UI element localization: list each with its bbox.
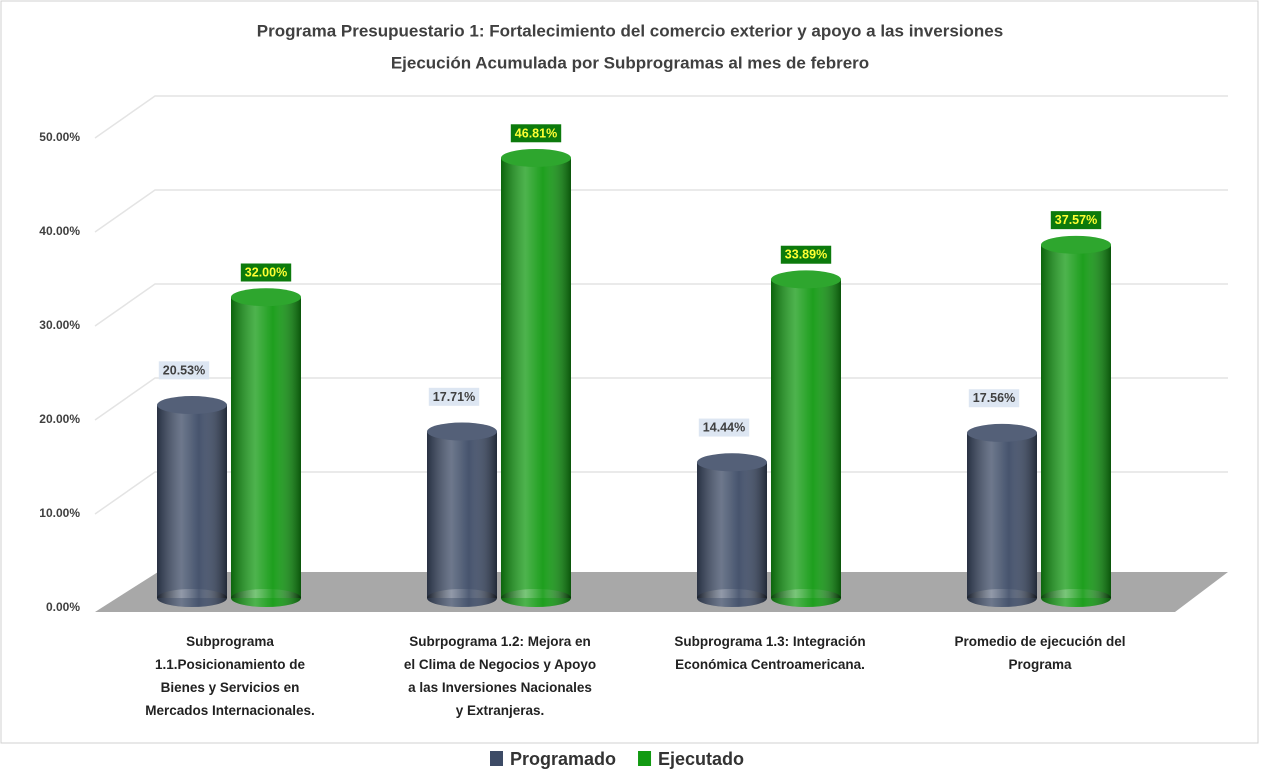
bar-top-shade xyxy=(771,270,841,289)
data-label: 46.81% xyxy=(515,126,557,140)
bar-base-shade xyxy=(771,589,841,607)
y-tick-label: 0.00% xyxy=(46,600,80,614)
x-tick-label: Subprograma 1.1.Posicionamiento de Bienes … xyxy=(145,634,315,718)
bar-shade xyxy=(427,431,497,598)
chart-title: Programa Presupuestario 1: Fortalecimien… xyxy=(257,21,1003,40)
data-label: 37.57% xyxy=(1055,213,1097,227)
data-label: 20.53% xyxy=(163,363,205,377)
bar-shade xyxy=(771,279,841,598)
grid-line xyxy=(94,471,1228,515)
bar-top xyxy=(231,288,301,307)
legend-label: Ejecutado xyxy=(658,749,744,769)
x-tick-label: Promedio de ejecución del Programa xyxy=(954,634,1125,672)
bar-top-shade xyxy=(501,148,571,167)
legend-label: Programado xyxy=(510,749,616,769)
data-label: 33.89% xyxy=(785,248,827,262)
bar-base-shade xyxy=(427,589,497,607)
grid-line xyxy=(94,283,1228,327)
data-label: 14.44% xyxy=(703,421,745,435)
bar-base-shade xyxy=(967,589,1037,607)
bar-top xyxy=(1041,235,1111,254)
y-tick-label: 20.00% xyxy=(39,412,80,426)
y-tick-label: 40.00% xyxy=(39,224,80,238)
bar-base-shade xyxy=(1041,589,1111,607)
y-tick-label: 30.00% xyxy=(39,318,80,332)
data-label-bg xyxy=(158,361,210,380)
bar-shade xyxy=(697,462,767,598)
data-label: 17.56% xyxy=(973,391,1015,405)
bar-top xyxy=(427,422,497,441)
data-label: 17.71% xyxy=(433,390,475,404)
bar-top xyxy=(967,423,1037,442)
bar-top xyxy=(501,148,571,167)
bar-top-shade xyxy=(157,396,227,415)
bar-shade xyxy=(231,297,301,598)
bar-base-shade xyxy=(231,589,301,607)
bar-base-shade xyxy=(501,589,571,607)
data-label-bg xyxy=(428,387,480,406)
x-tick-label: Subprograma 1.3: Integración Económica Ce… xyxy=(674,634,865,672)
grid-line xyxy=(94,377,1228,421)
y-tick-label: 50.00% xyxy=(39,130,80,144)
bar-top-shade xyxy=(697,453,767,472)
grid-line xyxy=(94,95,1228,139)
bar-top xyxy=(771,270,841,289)
bar-shade xyxy=(1041,244,1111,599)
data-label-bg xyxy=(968,389,1020,408)
bar-top-shade xyxy=(967,423,1037,442)
legend-swatch xyxy=(490,751,503,766)
bar-shade xyxy=(967,432,1037,598)
chart-subtitle: Ejecución Acumulada por Subprogramas al … xyxy=(391,53,869,72)
bar-base-shade xyxy=(697,589,767,607)
legend-swatch xyxy=(638,751,652,766)
data-label-bg xyxy=(698,418,750,437)
bar-top xyxy=(157,396,227,415)
bar-shade xyxy=(501,157,571,598)
floor xyxy=(95,572,1228,612)
grid-line xyxy=(94,189,1228,233)
bar-top-shade xyxy=(427,422,497,441)
data-label-bg xyxy=(510,124,562,143)
data-label-bg xyxy=(1050,211,1102,230)
bar-top-shade xyxy=(1041,235,1111,254)
bar-top-shade xyxy=(231,288,301,307)
bar-base-shade xyxy=(157,589,227,607)
y-tick-label: 10.00% xyxy=(39,506,80,520)
x-tick-label: Subrpograma 1.2: Mejora en el Clima de Ne… xyxy=(404,634,596,718)
bar-top xyxy=(697,453,767,472)
data-label-bg xyxy=(780,245,832,264)
data-label: 32.00% xyxy=(245,265,287,279)
bar-shade xyxy=(157,405,227,598)
data-label-bg xyxy=(240,263,292,282)
